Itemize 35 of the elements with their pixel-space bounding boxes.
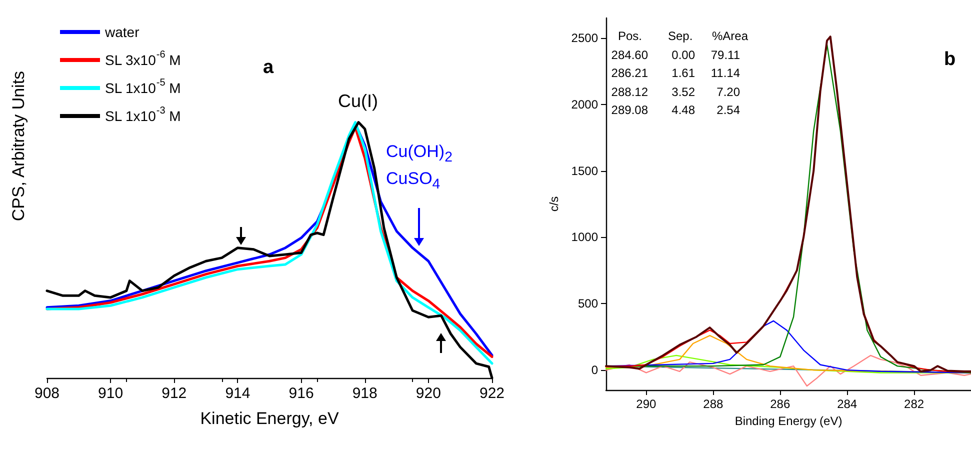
text: 289.08 4.48 2.54 <box>611 103 740 117</box>
text: 286.21 1.61 11.14 <box>611 66 740 80</box>
y-tick-label: 1500 <box>571 164 598 178</box>
x-tick-label: 290 <box>636 397 657 411</box>
x-tick-label: 910 <box>98 385 124 402</box>
x-tick-label: 920 <box>416 385 441 402</box>
text: 284.60 0.00 79.11 <box>611 48 740 62</box>
x-tick-label: 282 <box>904 397 924 411</box>
text: Cu(I) <box>338 91 378 111</box>
x-tick-label: 288 <box>703 397 724 411</box>
x-tick-label: 286 <box>770 397 790 411</box>
y-tick-label: 2000 <box>571 97 598 112</box>
y-axis-title: c/s <box>547 196 561 212</box>
x-tick-label: 912 <box>162 385 187 402</box>
text: a <box>263 57 274 78</box>
text: Pos. Sep. %Area <box>618 29 748 43</box>
annotation: b <box>944 49 956 70</box>
y-axis-title: CPS, Arbitraty Units <box>9 70 28 222</box>
x-tick-label: 922 <box>479 385 505 402</box>
x-tick-label: 284 <box>837 397 858 411</box>
y-tick-label: 1000 <box>571 230 598 244</box>
text: 288.12 3.52 7.20 <box>611 84 740 98</box>
legend-label: water <box>104 24 140 40</box>
x-axis-title: Binding Energy (eV) <box>734 414 842 428</box>
y-tick-label: 500 <box>578 296 598 311</box>
annotation: CuSO$_{4}$ <box>386 169 440 192</box>
x-tick-label: 916 <box>288 385 314 402</box>
y-tick-label: 2500 <box>571 30 598 45</box>
y-tick-label: 0 <box>591 363 598 378</box>
x-tick-label: 914 <box>225 385 250 402</box>
x-tick-label: 918 <box>352 385 378 402</box>
annotation: Cu(OH)$_{2}$ <box>386 142 452 166</box>
x-tick-label: 908 <box>34 385 60 402</box>
x-axis-title: Kinetic Energy, eV <box>200 409 340 428</box>
line-series <box>605 354 971 387</box>
